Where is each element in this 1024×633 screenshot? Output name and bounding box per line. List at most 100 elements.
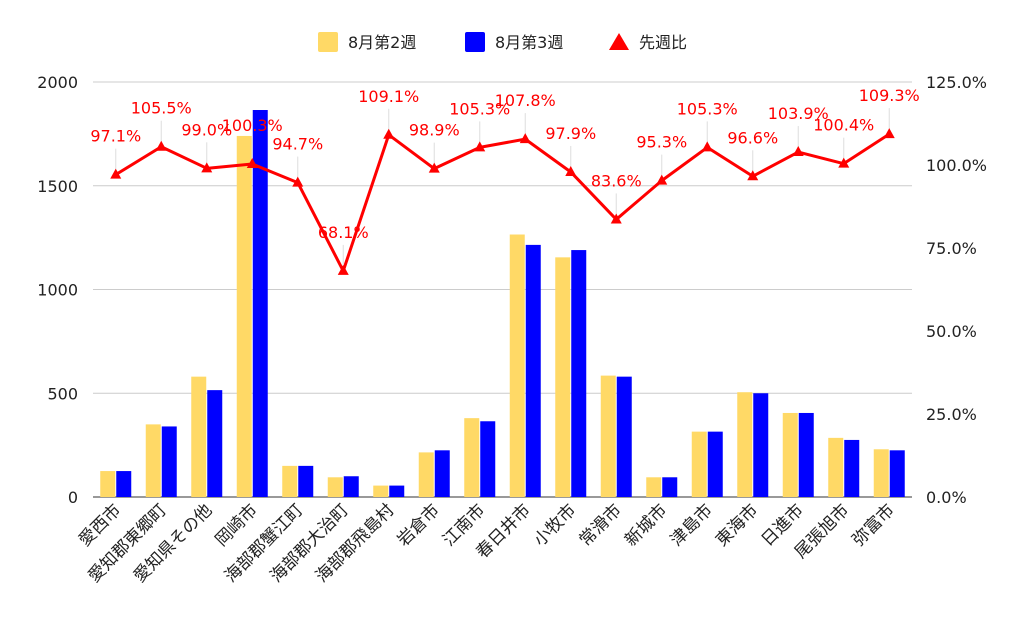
right-tick-label: 50.0% bbox=[926, 322, 977, 341]
bar-week3 bbox=[298, 465, 314, 497]
bar-week2 bbox=[418, 452, 434, 497]
ratio-data-label: 94.7% bbox=[272, 135, 323, 154]
bar-week2 bbox=[191, 376, 207, 497]
bar-week3 bbox=[707, 431, 723, 497]
ratio-data-label: 105.3% bbox=[449, 99, 510, 118]
legend-swatch bbox=[318, 32, 338, 52]
bar-week3 bbox=[571, 250, 587, 497]
bar-week3 bbox=[889, 450, 905, 497]
ratio-marker bbox=[110, 168, 122, 179]
ratio-marker bbox=[838, 157, 850, 168]
bar-week2 bbox=[782, 412, 798, 497]
legend-label: 先週比 bbox=[639, 33, 687, 52]
left-tick-label: 1000 bbox=[37, 281, 78, 300]
bar-week3 bbox=[389, 485, 405, 497]
bar-week3 bbox=[844, 439, 860, 497]
ratio-data-label: 83.6% bbox=[591, 171, 642, 190]
ratio-data-label: 97.1% bbox=[90, 127, 141, 146]
left-tick-label: 2000 bbox=[37, 73, 78, 92]
bar-week3 bbox=[252, 110, 268, 497]
bar-week2 bbox=[373, 485, 389, 497]
legend-swatch bbox=[465, 32, 485, 52]
ratio-data-label: 100.3% bbox=[222, 116, 283, 135]
left-tick-label: 0 bbox=[68, 488, 78, 507]
ratio-marker bbox=[246, 158, 258, 169]
bar-week3 bbox=[662, 477, 678, 497]
bar-week3 bbox=[616, 376, 632, 497]
ratio-data-label: 99.0% bbox=[181, 120, 232, 139]
ratio-marker bbox=[155, 140, 167, 151]
ratio-data-label: 96.6% bbox=[727, 128, 778, 147]
right-tick-label: 100.0% bbox=[926, 156, 987, 175]
bar-week3 bbox=[343, 476, 359, 497]
ratio-data-label: 103.9% bbox=[768, 104, 829, 123]
ratio-marker bbox=[565, 165, 577, 176]
bar-week3 bbox=[525, 244, 541, 497]
bar-week2 bbox=[282, 465, 298, 497]
bar-week2 bbox=[600, 375, 616, 497]
legend-triangle-icon bbox=[609, 33, 629, 50]
bar-week2 bbox=[828, 437, 844, 497]
ratio-data-label: 100.4% bbox=[813, 116, 874, 135]
bar-week3 bbox=[434, 450, 450, 497]
ratio-marker bbox=[747, 170, 759, 181]
bar-week2 bbox=[464, 418, 480, 497]
category-label: 岩倉市 bbox=[394, 500, 444, 550]
category-label: 小牧市 bbox=[530, 500, 580, 550]
ratio-line bbox=[114, 132, 891, 273]
left-tick-label: 1500 bbox=[37, 177, 78, 196]
bar-week2 bbox=[145, 424, 161, 497]
ratio-marker bbox=[610, 213, 622, 224]
category-label: 東海市 bbox=[712, 500, 762, 550]
bar-week2 bbox=[555, 257, 571, 497]
bar-week2 bbox=[100, 471, 116, 497]
ratio-marker bbox=[701, 141, 713, 152]
right-tick-label: 25.0% bbox=[926, 405, 977, 424]
ratio-marker bbox=[792, 146, 804, 157]
legend-label: 8月第2週 bbox=[348, 33, 416, 52]
legend-label: 8月第3週 bbox=[495, 33, 563, 52]
category-label: 津島市 bbox=[667, 500, 717, 550]
gridlines bbox=[93, 81, 912, 498]
x-axis-labels: 愛西市愛知郡東郷町愛知県その他岡崎市海部郡蟹江町海部郡大治町海部郡飛島村岩倉市江… bbox=[75, 500, 899, 586]
bar-week2 bbox=[646, 477, 662, 497]
ratio-data-label: 68.1% bbox=[318, 223, 369, 242]
bar-week3 bbox=[798, 412, 814, 497]
right-y-axis: 0.0% 25.0% 50.0% 75.0% 100.0% 125.0% bbox=[926, 73, 987, 507]
ratio-marker bbox=[883, 128, 895, 139]
bar-week2 bbox=[509, 234, 525, 497]
ratio-marker bbox=[201, 162, 213, 173]
ratio-marker bbox=[656, 174, 668, 185]
bar-week2 bbox=[873, 449, 889, 497]
category-label: 常滑市 bbox=[576, 500, 626, 550]
ratio-data-label: 97.9% bbox=[545, 124, 596, 143]
right-tick-label: 75.0% bbox=[926, 239, 977, 258]
bar-week2 bbox=[327, 477, 343, 497]
ratio-data-label: 107.8% bbox=[495, 91, 556, 110]
ratio-data-label: 105.3% bbox=[677, 99, 738, 118]
bar-week2 bbox=[737, 392, 753, 497]
ratio-marker bbox=[292, 176, 304, 187]
left-tick-label: 500 bbox=[47, 384, 78, 403]
ratio-data-label: 98.9% bbox=[409, 121, 460, 140]
bar-week3 bbox=[753, 393, 769, 497]
ratio-data-label: 109.3% bbox=[859, 86, 920, 105]
line-series: 97.1% 105.5% 99.0%100.3%94.7% 68.1% 109.1% 98… bbox=[90, 86, 920, 275]
bar-week3 bbox=[480, 421, 496, 497]
bar-week3 bbox=[116, 471, 132, 497]
category-label: 弥富市 bbox=[849, 500, 899, 550]
bar-week3 bbox=[161, 426, 177, 497]
ratio-marker bbox=[428, 162, 440, 173]
bar-series bbox=[100, 110, 905, 497]
ratio-marker bbox=[337, 264, 349, 275]
bar-week3 bbox=[207, 390, 223, 497]
ratio-marker bbox=[519, 133, 531, 144]
ratio-data-label: 109.1% bbox=[358, 87, 419, 106]
right-tick-label: 125.0% bbox=[926, 73, 987, 92]
legend: 8月第2週 8月第3週 先週比 bbox=[318, 32, 687, 52]
category-label: 新城市 bbox=[621, 500, 671, 550]
right-tick-label: 0.0% bbox=[926, 488, 967, 507]
left-y-axis: 0 500 1000 1500 2000 bbox=[37, 73, 78, 507]
bar-week2 bbox=[691, 431, 707, 497]
